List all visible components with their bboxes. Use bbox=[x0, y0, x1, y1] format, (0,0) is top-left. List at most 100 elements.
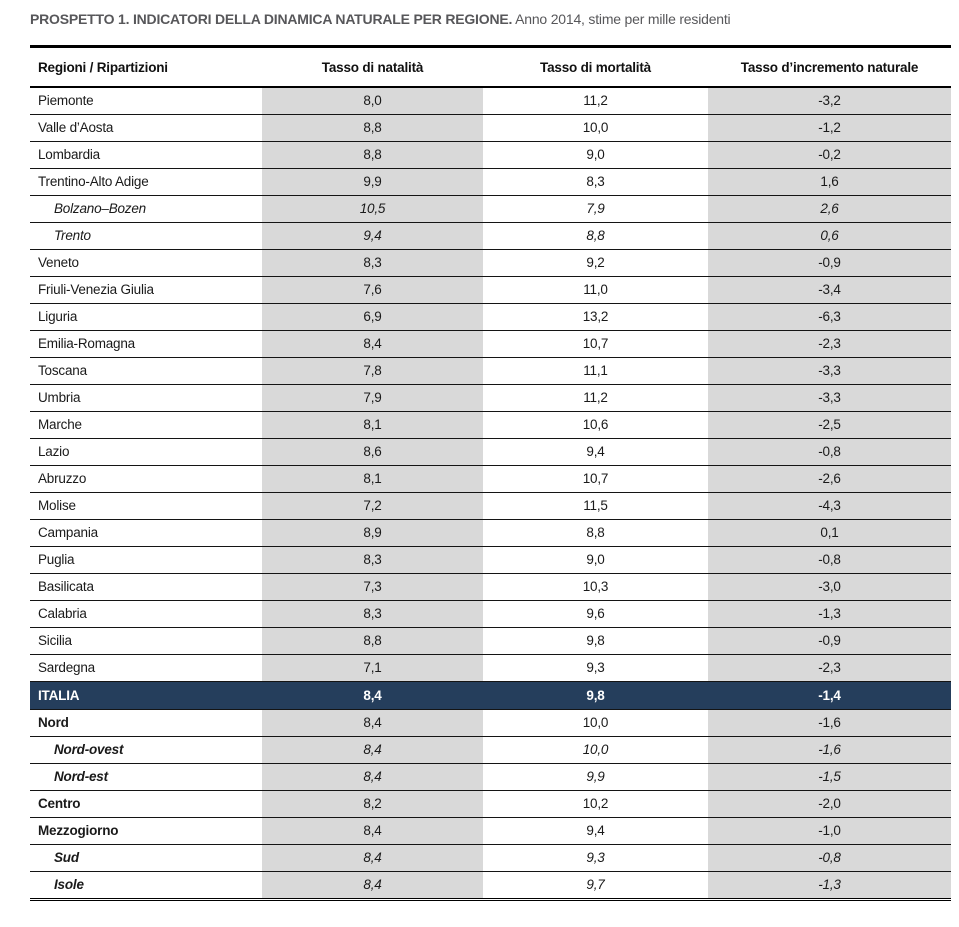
mortality-cell: 11,2 bbox=[583, 390, 608, 405]
mortality-cell: 9,0 bbox=[586, 147, 605, 162]
natality-cell: 7,2 bbox=[262, 492, 483, 519]
increment-cell: -3,2 bbox=[708, 87, 951, 114]
region-cell: Trento bbox=[54, 228, 91, 243]
natality-cell: 8,4 bbox=[262, 330, 483, 357]
increment-cell: 1,6 bbox=[708, 168, 951, 195]
column-header-natality: Tasso di natalità bbox=[321, 59, 424, 75]
region-cell: Sardegna bbox=[38, 660, 95, 675]
natality-cell: 8,1 bbox=[262, 411, 483, 438]
natality-cell: 7,6 bbox=[262, 276, 483, 303]
table-row: Liguria 6,9 13,2 -6,3 bbox=[30, 303, 951, 330]
natality-cell: 7,8 bbox=[262, 357, 483, 384]
increment-cell: -4,3 bbox=[708, 492, 951, 519]
region-cell: Sud bbox=[54, 850, 79, 865]
natality-cell: 8,4 bbox=[262, 871, 483, 898]
region-cell: Veneto bbox=[38, 255, 79, 270]
mortality-cell: 7,9 bbox=[586, 201, 605, 216]
mortality-cell: 10,0 bbox=[582, 120, 609, 135]
mortality-cell: 8,8 bbox=[586, 525, 605, 540]
mortality-cell: 10,0 bbox=[582, 715, 609, 730]
table-row: Calabria 8,3 9,6 -1,3 bbox=[30, 600, 951, 627]
column-header-region: Regioni / Ripartizioni bbox=[38, 59, 168, 75]
increment-cell: -2,3 bbox=[708, 654, 951, 681]
mortality-cell: 10,0 bbox=[582, 742, 609, 757]
region-cell: Emilia-Romagna bbox=[38, 336, 135, 351]
natality-cell: 8,1 bbox=[262, 465, 483, 492]
table-row: Sicilia 8,8 9,8 -0,9 bbox=[30, 627, 951, 654]
increment-cell: -2,3 bbox=[708, 330, 951, 357]
natality-cell: 9,4 bbox=[262, 222, 483, 249]
increment-cell: -0,8 bbox=[708, 438, 951, 465]
natality-cell: 8,0 bbox=[262, 87, 483, 114]
increment-cell: 0,1 bbox=[708, 519, 951, 546]
region-cell: Centro bbox=[38, 796, 81, 811]
region-cell: Puglia bbox=[38, 552, 75, 567]
table-row: Toscana 7,8 11,1 -3,3 bbox=[30, 357, 951, 384]
increment-cell: -2,6 bbox=[708, 465, 951, 492]
natality-cell: 8,8 bbox=[262, 627, 483, 654]
table-row: ITALIA 8,4 9,8 -1,4 bbox=[30, 681, 951, 709]
increment-cell: -3,3 bbox=[708, 384, 951, 411]
region-cell: Toscana bbox=[38, 363, 87, 378]
increment-cell: -3,0 bbox=[708, 573, 951, 600]
column-header-mortality: Tasso di mortalità bbox=[540, 59, 651, 75]
region-cell: Nord-ovest bbox=[54, 742, 124, 757]
table-row: Nord-ovest 8,4 10,0 -1,6 bbox=[30, 736, 951, 763]
mortality-cell: 11,1 bbox=[583, 363, 608, 378]
natality-cell: 7,3 bbox=[262, 573, 483, 600]
region-cell: Liguria bbox=[38, 309, 78, 324]
table-row: Sardegna 7,1 9,3 -2,3 bbox=[30, 654, 951, 681]
table-title: PROSPETTO 1. INDICATORI DELLA DINAMICA N… bbox=[30, 10, 945, 28]
increment-cell: -0,8 bbox=[708, 546, 951, 573]
table-row: Nord 8,4 10,0 -1,6 bbox=[30, 709, 951, 736]
region-cell: Piemonte bbox=[38, 93, 94, 109]
natality-cell: 10,5 bbox=[262, 195, 483, 222]
indicators-table-wrapper: Regioni / Ripartizioni Tasso di natalità… bbox=[30, 45, 951, 901]
mortality-cell: 11,0 bbox=[583, 282, 608, 297]
table-title-subtitle: Anno 2014, stime per mille residenti bbox=[512, 11, 731, 27]
mortality-cell: 9,8 bbox=[586, 633, 605, 648]
increment-cell: 0,6 bbox=[708, 222, 951, 249]
mortality-cell: 9,7 bbox=[586, 877, 605, 893]
indicators-table: Regioni / Ripartizioni Tasso di natalità… bbox=[30, 48, 951, 898]
table-row: Molise 7,2 11,5 -4,3 bbox=[30, 492, 951, 519]
table-header: Regioni / Ripartizioni Tasso di natalità… bbox=[30, 48, 951, 87]
natality-cell: 8,6 bbox=[262, 438, 483, 465]
mortality-cell: 10,7 bbox=[582, 336, 609, 351]
natality-cell: 8,8 bbox=[262, 114, 483, 141]
mortality-cell: 10,7 bbox=[582, 471, 609, 486]
natality-cell: 8,3 bbox=[262, 546, 483, 573]
increment-cell: -1,5 bbox=[708, 763, 951, 790]
increment-cell: -1,6 bbox=[708, 736, 951, 763]
natality-cell: 8,3 bbox=[262, 249, 483, 276]
table-row: Mezzogiorno 8,4 9,4 -1,0 bbox=[30, 817, 951, 844]
table-row: Emilia-Romagna 8,4 10,7 -2,3 bbox=[30, 330, 951, 357]
table-row: Valle d’Aosta 8,8 10,0 -1,2 bbox=[30, 114, 951, 141]
table-row: Sud 8,4 9,3 -0,8 bbox=[30, 844, 951, 871]
region-cell: Nord-est bbox=[54, 769, 108, 784]
natality-cell: 7,9 bbox=[262, 384, 483, 411]
natality-cell: 6,9 bbox=[262, 303, 483, 330]
natality-cell: 8,2 bbox=[262, 790, 483, 817]
table-row: Marche 8,1 10,6 -2,5 bbox=[30, 411, 951, 438]
natality-cell: 7,1 bbox=[262, 654, 483, 681]
region-cell: Bolzano–Bozen bbox=[54, 201, 146, 216]
increment-cell: -1,4 bbox=[708, 681, 951, 709]
region-cell: Lazio bbox=[38, 444, 70, 459]
increment-cell: -2,5 bbox=[708, 411, 951, 438]
increment-cell: -0,9 bbox=[708, 627, 951, 654]
natality-cell: 8,3 bbox=[262, 600, 483, 627]
header-row: Regioni / Ripartizioni Tasso di natalità… bbox=[30, 48, 951, 87]
table-row: Abruzzo 8,1 10,7 -2,6 bbox=[30, 465, 951, 492]
mortality-cell: 10,3 bbox=[582, 579, 609, 594]
mortality-cell: 9,6 bbox=[586, 606, 605, 621]
table-row: Trento 9,4 8,8 0,6 bbox=[30, 222, 951, 249]
mortality-cell: 9,3 bbox=[586, 660, 605, 675]
table-body: Piemonte 8,0 11,2 -3,2 Valle d’Aosta 8,8 10,0 -… bbox=[30, 87, 951, 898]
table-row: Isole 8,4 9,7 -1,3 bbox=[30, 871, 951, 898]
region-cell: Basilicata bbox=[38, 579, 94, 594]
increment-cell: -0,9 bbox=[708, 249, 951, 276]
mortality-cell: 9,2 bbox=[586, 255, 605, 270]
mortality-cell: 9,4 bbox=[586, 823, 605, 838]
mortality-cell: 8,3 bbox=[586, 174, 605, 189]
